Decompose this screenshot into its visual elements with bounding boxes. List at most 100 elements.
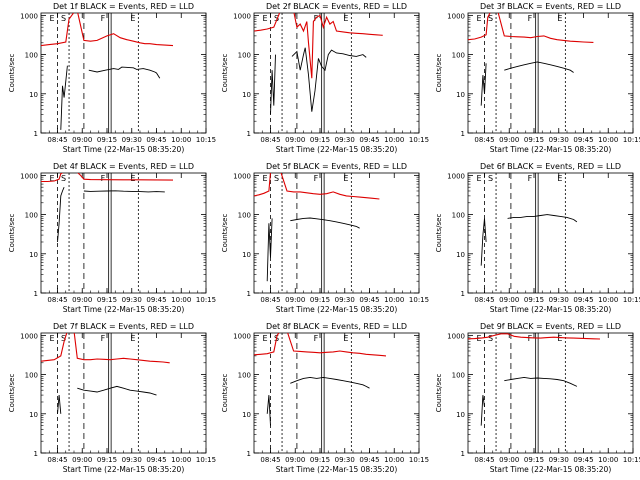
flag-label-e: E xyxy=(344,334,349,343)
events-series-line xyxy=(57,187,165,243)
flag-label-e: E xyxy=(130,334,135,343)
x-tick-label: 09:45 xyxy=(573,136,593,144)
detector-panel-4: Det 4f BLACK = Events, RED = LLD 1 10 100 10… xyxy=(0,160,216,320)
events-series-line xyxy=(57,385,157,414)
flag-label-e: E xyxy=(130,174,135,183)
detector-chart-8: Det 8f BLACK = Events, RED = LLD 1 10 100 10… xyxy=(221,322,429,474)
x-tick-label: 09:30 xyxy=(122,456,142,464)
detector-chart-3: Det 3f BLACK = Events, RED = LLD 1 10 100 10… xyxy=(435,2,640,154)
x-tick-label: 09:15 xyxy=(524,296,544,304)
chart-title: Det 5f BLACK = Events, RED = LLD xyxy=(266,162,407,171)
y-tick-label: 1 xyxy=(34,450,38,458)
x-tick-label: 10:15 xyxy=(623,136,640,144)
x-tick-label: 09:30 xyxy=(335,456,355,464)
x-tick-label: 10:15 xyxy=(409,456,429,464)
x-axis-label: Start Time (22-Mar-15 08:35:20) xyxy=(276,145,398,154)
x-tick-label: 09:45 xyxy=(573,456,593,464)
chart-title: Det 2f BLACK = Events, RED = LLD xyxy=(266,2,407,11)
flag-label-e: E xyxy=(476,174,481,183)
x-axis-label: Start Time (22-Mar-15 08:35:20) xyxy=(489,145,611,154)
detector-chart-5: Det 5f BLACK = Events, RED = LLD 1 10 100 10… xyxy=(221,162,429,314)
plot-frame xyxy=(40,12,207,134)
flag-label-e: E xyxy=(557,174,562,183)
y-tick-label: 10 xyxy=(456,411,465,419)
x-tick-label: 10:15 xyxy=(196,136,216,144)
x-axis-label: Start Time (22-Mar-15 08:35:20) xyxy=(276,465,398,474)
x-axis-label: Start Time (22-Mar-15 08:35:20) xyxy=(276,305,398,314)
y-tick-label: 1 xyxy=(460,130,464,138)
y-tick-label: 1 xyxy=(247,450,251,458)
detector-panel-6: Det 6f BLACK = Events, RED = LLD 1 10 100 10… xyxy=(427,160,640,320)
x-tick-label: 09:15 xyxy=(97,136,117,144)
plot-frame xyxy=(253,172,420,294)
flag-label-e: E xyxy=(344,174,349,183)
flag-label-e: E xyxy=(476,14,481,23)
y-axis-label: Counts/sec xyxy=(8,214,16,253)
flag-label-s: S xyxy=(274,174,279,183)
y-tick-label: 1 xyxy=(34,130,38,138)
detector-chart-2: Det 2f BLACK = Events, RED = LLD 1 10 100 10… xyxy=(221,2,429,154)
y-tick-label: 100 xyxy=(25,52,38,60)
x-tick-label: 09:30 xyxy=(548,136,568,144)
x-tick-label: 10:00 xyxy=(384,296,404,304)
events-series-line xyxy=(480,214,577,266)
x-tick-label: 10:00 xyxy=(598,456,618,464)
x-tick-label: 08:45 xyxy=(474,296,494,304)
x-tick-label: 09:15 xyxy=(310,296,330,304)
flag-label-e: E xyxy=(263,174,268,183)
flag-label-e: E xyxy=(50,174,55,183)
flag-label-e: E xyxy=(130,14,135,23)
y-axis-label: Counts/sec xyxy=(435,214,443,253)
x-tick-label: 08:45 xyxy=(474,136,494,144)
x-tick-label: 09:45 xyxy=(360,456,380,464)
y-tick-label: 10 xyxy=(29,91,38,99)
x-tick-label: 10:15 xyxy=(409,296,429,304)
x-tick-label: 10:00 xyxy=(384,136,404,144)
x-tick-label: 09:15 xyxy=(97,296,117,304)
x-tick-label: 10:00 xyxy=(384,456,404,464)
x-tick-label: 09:15 xyxy=(524,136,544,144)
detector-chart-7: Det 7f BLACK = Events, RED = LLD 1 10 100 10… xyxy=(8,322,216,474)
y-tick-label: 10 xyxy=(242,91,251,99)
detector-panel-5: Det 5f BLACK = Events, RED = LLD 1 10 100 10… xyxy=(213,160,429,320)
flag-label-f: F xyxy=(101,14,106,23)
flag-label-e: E xyxy=(50,14,55,23)
flag-label-s: S xyxy=(61,174,66,183)
y-tick-label: 100 xyxy=(451,212,464,220)
flag-label-e: E xyxy=(263,14,268,23)
y-tick-label: 100 xyxy=(451,372,464,380)
flag-label-e: E xyxy=(557,14,562,23)
x-axis-label: Start Time (22-Mar-15 08:35:20) xyxy=(489,465,611,474)
flag-label-f: F xyxy=(527,174,532,183)
flag-label-e: E xyxy=(50,334,55,343)
flag-label-s: S xyxy=(488,334,493,343)
y-tick-label: 1 xyxy=(460,290,464,298)
flag-label-f: F xyxy=(101,174,106,183)
y-axis-label: Counts/sec xyxy=(221,214,229,253)
y-tick-label: 1000 xyxy=(447,172,465,180)
flag-label-s: S xyxy=(488,174,493,183)
x-tick-label: 10:00 xyxy=(171,136,191,144)
y-tick-label: 10 xyxy=(29,411,38,419)
y-tick-label: 100 xyxy=(238,212,251,220)
x-tick-label: 09:00 xyxy=(72,296,92,304)
x-tick-label: 09:30 xyxy=(335,296,355,304)
plot-frame xyxy=(467,332,634,454)
x-tick-label: 10:00 xyxy=(171,456,191,464)
x-tick-label: 08:45 xyxy=(261,136,281,144)
x-tick-label: 10:00 xyxy=(598,136,618,144)
x-axis-label: Start Time (22-Mar-15 08:35:20) xyxy=(63,465,185,474)
y-tick-label: 10 xyxy=(242,411,251,419)
x-tick-label: 08:45 xyxy=(261,456,281,464)
x-tick-label: 09:30 xyxy=(548,456,568,464)
flag-label-s: S xyxy=(488,14,493,23)
y-tick-label: 1000 xyxy=(447,332,465,340)
x-tick-label: 08:45 xyxy=(261,296,281,304)
x-tick-label: 09:30 xyxy=(122,296,142,304)
x-tick-label: 09:15 xyxy=(97,456,117,464)
chart-title: Det 4f BLACK = Events, RED = LLD xyxy=(53,162,194,171)
flag-label-s: S xyxy=(61,14,66,23)
y-tick-label: 1000 xyxy=(234,332,252,340)
y-tick-label: 1000 xyxy=(234,12,252,20)
plot-frame xyxy=(40,332,207,454)
